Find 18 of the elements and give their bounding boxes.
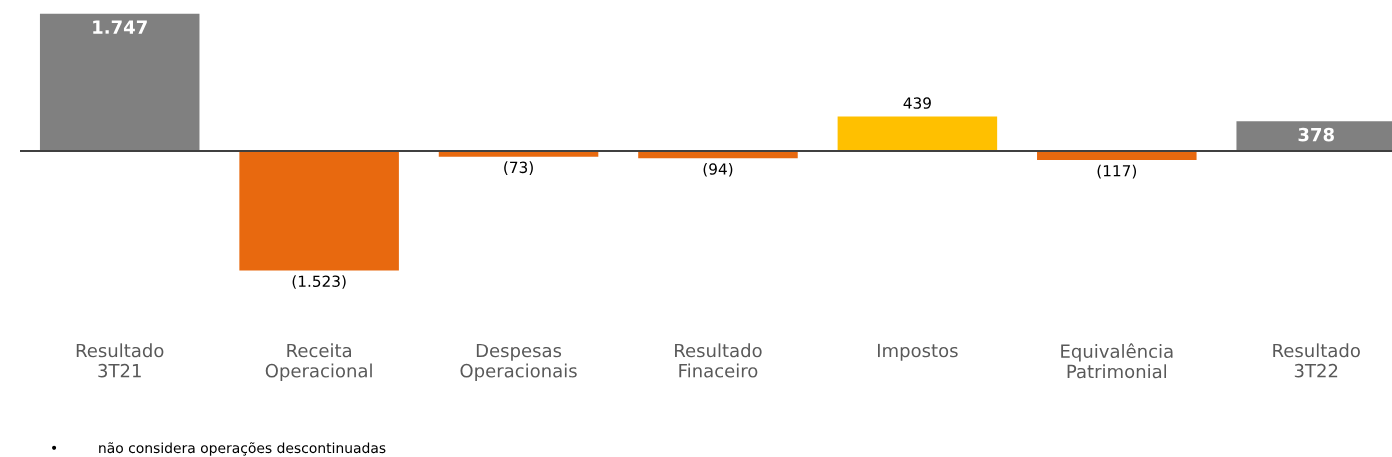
x-tick-label: Resultado 3T21 <box>76 343 164 378</box>
data-label: (117) <box>1097 164 1137 179</box>
x-tick-label: Resultado 3T22 <box>1273 343 1360 378</box>
bar <box>239 150 399 271</box>
x-tick-label: Impostos <box>877 343 958 361</box>
data-label: 1.747 <box>93 20 147 34</box>
x-tick-label: Receita Operacional <box>265 343 372 382</box>
text: • não considera operações descontinuadas <box>52 442 386 456</box>
bar <box>39 13 200 151</box>
data-label: (73) <box>504 161 533 175</box>
x-tick-label: Despesas Operacionais <box>460 343 577 382</box>
data-label: 439 <box>903 97 931 109</box>
x-tick-label: Equivalência Patrimonial <box>1061 343 1173 379</box>
bar <box>837 116 998 151</box>
data-label: 378 <box>1298 127 1334 142</box>
data-label: (1.523) <box>292 275 346 289</box>
data-label: (94) <box>703 162 733 177</box>
x-tick-label: Resultado Finaceiro <box>675 343 762 378</box>
